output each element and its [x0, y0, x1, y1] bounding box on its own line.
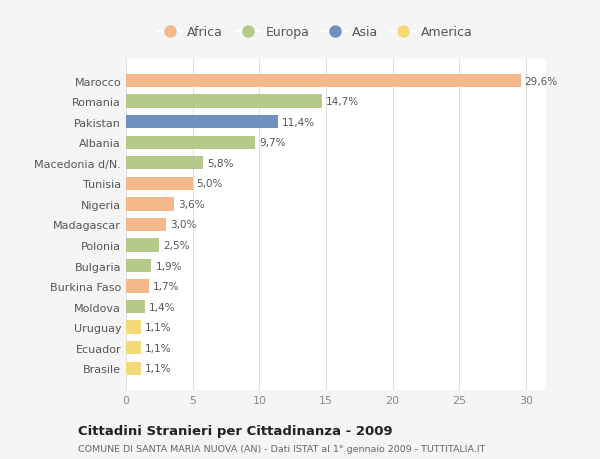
Bar [126, 136, 256, 150]
Bar [126, 239, 160, 252]
Legend: Africa, Europa, Asia, America: Africa, Europa, Asia, America [157, 26, 473, 39]
Text: 1,9%: 1,9% [155, 261, 182, 271]
Text: 1,1%: 1,1% [145, 323, 171, 332]
Text: 2,5%: 2,5% [163, 241, 190, 251]
Bar [126, 198, 174, 211]
Text: 9,7%: 9,7% [259, 138, 286, 148]
Bar [126, 321, 140, 334]
Text: 1,1%: 1,1% [145, 343, 171, 353]
Text: 5,0%: 5,0% [197, 179, 223, 189]
Text: Cittadini Stranieri per Cittadinanza - 2009: Cittadini Stranieri per Cittadinanza - 2… [78, 425, 392, 437]
Text: 1,1%: 1,1% [145, 364, 171, 374]
Bar [126, 362, 140, 375]
Text: 1,4%: 1,4% [149, 302, 175, 312]
Bar [126, 95, 322, 108]
Text: 11,4%: 11,4% [282, 118, 315, 127]
Bar [126, 259, 151, 273]
Text: 3,6%: 3,6% [178, 199, 205, 209]
Text: 1,7%: 1,7% [152, 281, 179, 291]
Text: 5,8%: 5,8% [208, 158, 234, 168]
Bar [126, 116, 278, 129]
Text: 3,0%: 3,0% [170, 220, 196, 230]
Bar [126, 341, 140, 355]
Bar [126, 75, 521, 88]
Text: 14,7%: 14,7% [326, 97, 359, 107]
Text: COMUNE DI SANTA MARIA NUOVA (AN) - Dati ISTAT al 1° gennaio 2009 - TUTTITALIA.IT: COMUNE DI SANTA MARIA NUOVA (AN) - Dati … [78, 444, 485, 453]
Bar [126, 177, 193, 190]
Bar [126, 300, 145, 313]
Bar [126, 218, 166, 232]
Bar [126, 157, 203, 170]
Bar [126, 280, 149, 293]
Text: 29,6%: 29,6% [524, 76, 558, 86]
